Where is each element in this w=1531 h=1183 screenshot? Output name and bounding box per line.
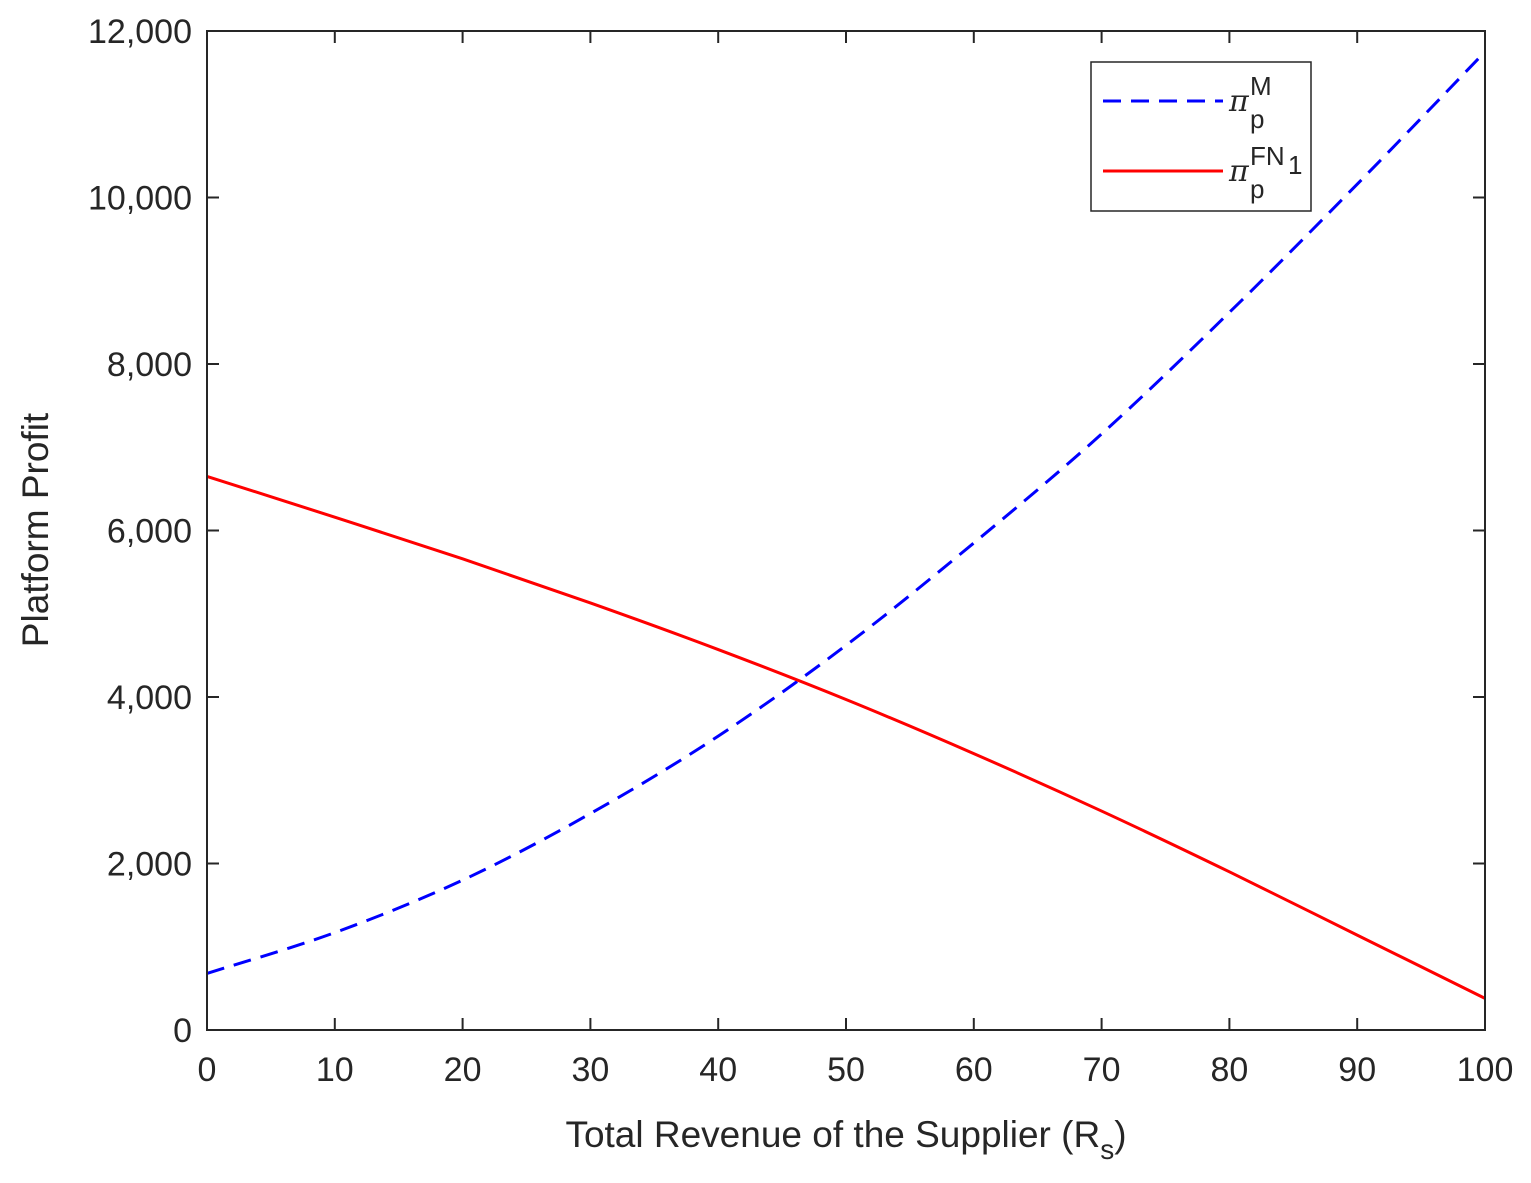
legend-label-pi-p-m: π M p [1228, 68, 1281, 134]
x-tick-label: 40 [699, 1051, 737, 1089]
x-tick-label: 60 [955, 1051, 993, 1089]
legend-sup: FN [1250, 141, 1285, 171]
x-tick-label: 30 [571, 1051, 609, 1089]
y-tick-label: 12,000 [88, 13, 192, 51]
y-axis: 0 2,000 4,000 6,000 8,000 10,000 12,000 [88, 13, 1485, 1050]
y-tick-label: 0 [173, 1012, 192, 1050]
series-line-pi-p-m [206, 50, 1487, 975]
x-tick-label: 70 [1083, 1051, 1121, 1089]
x-axis-label: Total Revenue of the Supplier (Rs) [565, 1114, 1126, 1165]
legend-sup: M [1250, 71, 1272, 101]
y-axis-label: Platform Profit [15, 412, 56, 647]
y-tick-label: 8,000 [107, 346, 192, 384]
legend-label-pi-p-fn1: π FN 1 p [1228, 138, 1312, 204]
x-tick-label: 80 [1210, 1051, 1248, 1089]
legend-box [1090, 61, 1312, 212]
x-tick-label: 10 [316, 1051, 354, 1089]
x-tick-label: 50 [827, 1051, 865, 1089]
x-tick-label: 100 [1457, 1051, 1514, 1089]
x-tick-label: 20 [444, 1051, 482, 1089]
x-axis-label-subscript: s [1100, 1134, 1114, 1165]
series-line-pi-p-fn1 [206, 474, 1486, 1000]
legend-sub: p [1250, 104, 1264, 134]
y-tick-label: 6,000 [107, 513, 192, 551]
plot-marks [206, 50, 1487, 1000]
x-axis: 0 10 20 30 40 50 60 70 80 90 100 [198, 31, 1514, 1089]
y-tick-label: 10,000 [88, 180, 192, 218]
x-tick-label: 0 [198, 1051, 217, 1089]
x-tick-label: 90 [1338, 1051, 1376, 1089]
y-tick-label: 2,000 [107, 846, 192, 884]
legend-sub: p [1250, 174, 1264, 204]
y-tick-label: 4,000 [107, 679, 192, 717]
legend: π M p π FN 1 p [1090, 61, 1312, 212]
legend-sup-sub: 1 [1288, 150, 1302, 180]
